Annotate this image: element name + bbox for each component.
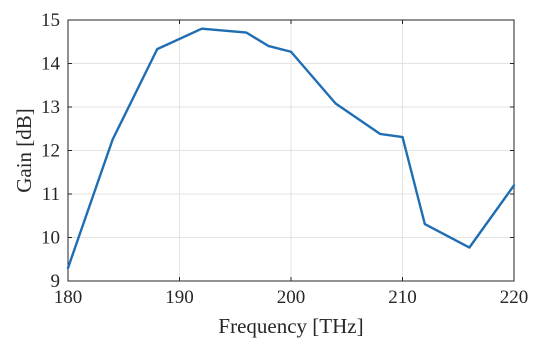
x-tick-label: 220 [500, 287, 529, 308]
y-tick-label: 12 [41, 141, 60, 162]
x-tick-label: 190 [165, 287, 194, 308]
x-tick-label: 180 [54, 287, 83, 308]
x-tick-label: 210 [388, 287, 417, 308]
y-tick-label: 11 [42, 184, 60, 205]
series-layer [66, 27, 516, 270]
y-tick-label: 13 [41, 97, 60, 118]
y-axis-label: Gain [dB] [12, 108, 36, 193]
axis-ticks [67, 19, 515, 282]
y-tick-label: 15 [41, 10, 60, 31]
y-tick-label: 10 [41, 228, 60, 249]
tick-labels: 180 190 200 210 220 9 10 11 12 13 14 15 [41, 10, 528, 308]
x-tick-label: 200 [277, 287, 306, 308]
y-tick-label: 9 [51, 271, 61, 292]
grid [67, 19, 515, 282]
y-tick-label: 14 [41, 54, 61, 75]
series-line [66, 27, 516, 270]
x-axis-label: Frequency [THz] [218, 314, 363, 338]
